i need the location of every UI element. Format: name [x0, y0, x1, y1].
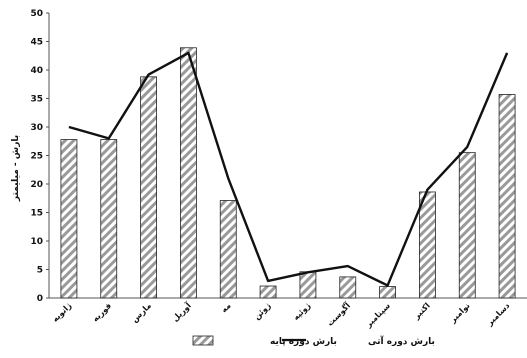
x-tick-label: ژوئن [252, 301, 273, 322]
x-axis-tick-labels: ژانویه فوریه مارس آوریل مه ژوئن ژوئیه آگوست سپتا… [51, 300, 512, 330]
bar-10 [419, 191, 436, 299]
future-precipitation-line [68, 51, 509, 287]
x-tick-label: دسامبر [485, 301, 512, 328]
y-tick-label: 50 [30, 9, 43, 19]
y-tick-label: 5 [37, 266, 43, 276]
legend-label-bar: بارش دوره پایه [270, 337, 337, 347]
x-tick-label: فوریه [91, 301, 113, 323]
x-tick-label: نوامبر [448, 301, 472, 325]
bar-12 [498, 94, 516, 299]
bar-6 [259, 285, 277, 299]
x-tick-label: مه [219, 301, 232, 314]
y-axis-tick-labels: 0 5 10 15 20 25 30 35 40 45 50 [30, 9, 43, 304]
y-axis-label: بارش - میلیمتر [11, 135, 21, 202]
bar-3 [140, 76, 157, 299]
legend-swatch-bar [192, 335, 214, 346]
y-tick-label: 20 [30, 180, 43, 190]
axes [46, 12, 527, 299]
x-tick-label: سپتامبر [363, 301, 392, 330]
x-tick-label: ژوئیه [291, 301, 312, 322]
y-tick-label: 10 [30, 237, 43, 247]
y-tick-label: 25 [30, 152, 43, 162]
y-tick-label: 15 [30, 209, 43, 219]
bar-4 [180, 47, 197, 299]
bar-1 [60, 139, 78, 299]
x-tick-label: آوریل [170, 300, 193, 323]
y-tick-label: 35 [30, 95, 43, 105]
bar-11 [458, 152, 476, 299]
bar-8 [339, 276, 357, 299]
legend: بارش دوره پایه بارش دوره آتی [192, 335, 435, 347]
line-series [68, 51, 509, 287]
y-tick-label: 45 [30, 38, 43, 48]
y-tick-label: 0 [37, 294, 43, 304]
x-tick-label: اکتبر [411, 301, 432, 322]
x-tick-label: ژانویه [51, 301, 74, 324]
bar-9 [379, 286, 396, 299]
bar-series [60, 47, 516, 299]
bar-2 [100, 139, 118, 299]
x-tick-label: مارس [130, 301, 154, 325]
bar-7 [299, 271, 317, 299]
y-tick-label: 30 [30, 123, 43, 133]
x-tick-label: آگوست [325, 300, 353, 328]
bar-5 [219, 200, 237, 299]
y-tick-label: 40 [30, 66, 43, 76]
legend-label-line: بارش دوره آتی [368, 335, 435, 347]
